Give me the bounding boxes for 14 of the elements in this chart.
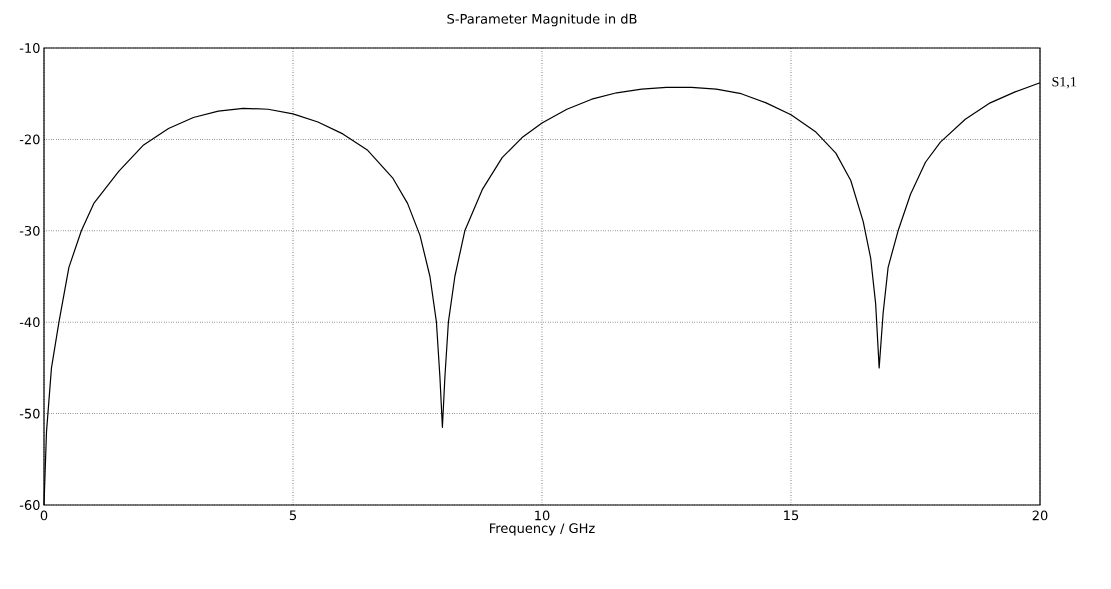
x-tick-label: 10	[535, 510, 550, 521]
y-tick-label: -10	[19, 43, 40, 53]
x-tick-label: 15	[784, 510, 799, 521]
y-tick-label: -50	[19, 408, 40, 419]
y-tick-label: -60	[19, 500, 40, 510]
series-label: S1,1	[1052, 77, 1076, 89]
chart-title: S-Parameter Magnitude in dB	[447, 13, 637, 27]
x-tick-label: 5	[289, 510, 296, 521]
y-tick-label: -30	[19, 225, 40, 236]
x-tick-label: 0	[40, 510, 48, 521]
x-tick-label: 20	[1032, 510, 1048, 521]
y-tick-label: -40	[19, 317, 40, 328]
y-tick-label: -20	[19, 134, 40, 145]
x-axis-title: Frequency / GHz	[490, 523, 595, 536]
